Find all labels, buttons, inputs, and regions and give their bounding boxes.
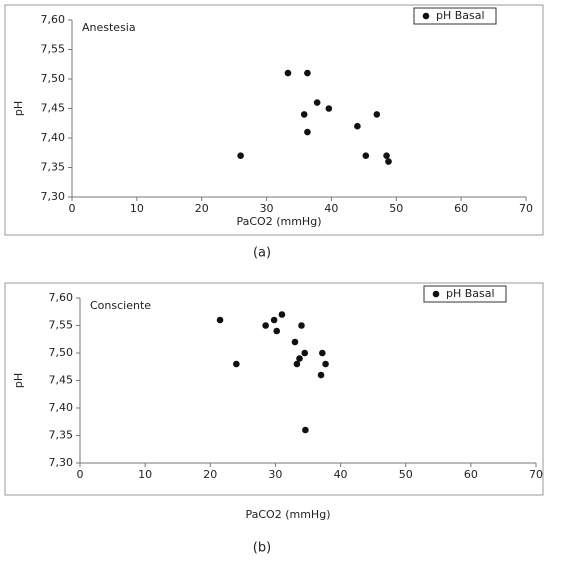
x-tick-label: 50 xyxy=(399,468,413,481)
y-tick-label: 7,55 xyxy=(49,319,74,332)
point xyxy=(302,426,309,434)
x-tick-label: 50 xyxy=(389,202,403,215)
point xyxy=(237,152,244,159)
legend-marker xyxy=(422,12,430,20)
x-tick-label: 40 xyxy=(324,202,338,215)
y-tick-label: 7,50 xyxy=(49,346,74,359)
caption: (b) xyxy=(253,541,271,556)
chart-panel: 7,30 7,35 7,40 7,45 7,50 7,55 7,60 0 10 20 30 40 50 6… xyxy=(4,282,544,556)
chart-panel: 7,30 7,35 7,40 7,45 7,50 7,55 7,60 0 10 20 30 40 50 6… xyxy=(4,4,544,261)
x-tick-label: 30 xyxy=(268,468,282,481)
y-tick-label: 7,50 xyxy=(41,72,66,85)
charts: 7,30 7,35 7,40 7,45 7,50 7,55 7,60 0 10 20 30 40 50 6… xyxy=(4,4,544,556)
y-axis-label: pH xyxy=(12,373,25,388)
y-tick-label: 7,45 xyxy=(49,374,74,387)
y-tick-label: 7,30 xyxy=(41,190,66,203)
point xyxy=(362,152,370,159)
point xyxy=(373,111,381,118)
point xyxy=(322,360,329,368)
chart-frame xyxy=(4,4,544,236)
point xyxy=(354,122,361,130)
y-tick-label: 7,40 xyxy=(41,131,66,144)
y-tick-label: 7,60 xyxy=(41,13,66,26)
point xyxy=(300,111,308,118)
point xyxy=(284,69,292,77)
x-tick-label: 60 xyxy=(454,202,468,215)
legend-marker xyxy=(432,290,440,298)
x-tick-label: 70 xyxy=(529,468,543,481)
y-axis-label: pH xyxy=(12,101,25,116)
x-tick-label: 20 xyxy=(195,202,209,215)
x-axis-label: PaCO2 (mmHg) xyxy=(246,508,331,521)
point xyxy=(325,105,333,112)
x-tick-label: 40 xyxy=(334,468,348,481)
x-tick-label: 0 xyxy=(69,202,76,215)
legend-box xyxy=(413,7,497,25)
x-tick-label: 10 xyxy=(138,468,152,481)
point xyxy=(233,360,240,368)
point xyxy=(304,128,311,136)
point xyxy=(291,338,299,346)
point xyxy=(216,316,224,324)
point xyxy=(278,311,286,318)
point xyxy=(296,355,303,362)
y-tick-label: 7,60 xyxy=(49,291,74,304)
annotation: Anestesia xyxy=(82,21,136,34)
point xyxy=(262,322,269,329)
x-tick-label: 70 xyxy=(519,202,533,215)
point xyxy=(304,69,311,77)
y-tick-label: 7,35 xyxy=(41,161,66,174)
point xyxy=(319,349,326,357)
point xyxy=(273,327,281,335)
legend-label: pH Basal xyxy=(446,287,495,300)
legend-label: pH Basal xyxy=(436,9,485,22)
point xyxy=(313,99,321,106)
point xyxy=(385,158,392,165)
x-tick-label: 10 xyxy=(130,202,144,215)
x-tick-label: 20 xyxy=(203,468,217,481)
y-tick-label: 7,30 xyxy=(49,456,74,469)
point xyxy=(298,322,305,329)
y-tick-label: 7,55 xyxy=(41,43,66,56)
point xyxy=(301,349,309,357)
point xyxy=(293,360,301,368)
y-tick-label: 7,35 xyxy=(49,429,74,442)
legend-box xyxy=(423,285,507,303)
annotation: Consciente xyxy=(90,299,151,312)
caption: (a) xyxy=(253,246,271,261)
point xyxy=(270,316,278,324)
x-tick-label: 60 xyxy=(464,468,478,481)
x-axis-label: PaCO2 (mmHg) xyxy=(237,215,322,228)
y-tick-label: 7,45 xyxy=(41,102,66,115)
point xyxy=(317,371,325,379)
point xyxy=(383,152,390,159)
x-tick-label: 30 xyxy=(260,202,274,215)
y-tick-label: 7,40 xyxy=(49,401,74,414)
x-tick-label: 0 xyxy=(77,468,84,481)
